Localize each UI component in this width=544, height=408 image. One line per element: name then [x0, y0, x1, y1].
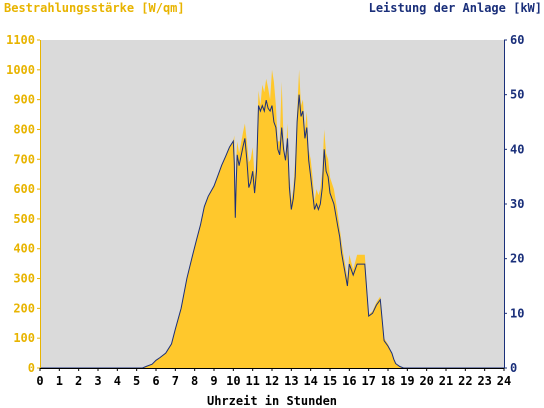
power-line [40, 94, 504, 369]
right-tick-label: 30 [510, 197, 524, 211]
left-tick-label: 100 [13, 331, 35, 345]
left-tick-label: 1000 [6, 63, 35, 77]
x-tick-label: 2 [75, 374, 82, 388]
left-axis-title: Bestrahlungsstärke [W/qm] [4, 1, 185, 15]
right-tick-label: 10 [510, 306, 524, 320]
irradiance-area [40, 69, 504, 369]
left-tick-label: 0 [28, 361, 35, 375]
left-tick-label: 1100 [6, 33, 35, 47]
x-tick-label: 20 [419, 374, 433, 388]
x-tick-label: 6 [152, 374, 159, 388]
x-tick-label: 16 [342, 374, 356, 388]
x-tick-label: 18 [381, 374, 395, 388]
left-tick-label: 400 [13, 242, 35, 256]
x-tick-label: 22 [458, 374, 472, 388]
x-tick-label: 23 [477, 374, 491, 388]
right-tick-label: 60 [510, 33, 524, 47]
left-tick-label: 500 [13, 212, 35, 226]
x-tick-label: 21 [439, 374, 453, 388]
left-tick-label: 900 [13, 93, 35, 107]
left-tick-label: 300 [13, 272, 35, 286]
x-tick-label: 9 [210, 374, 217, 388]
left-tick-label: 600 [13, 182, 35, 196]
x-axis-title: Uhrzeit in Stunden [206, 394, 338, 408]
left-tick-label: 200 [13, 301, 35, 315]
x-tick-label: 0 [36, 374, 43, 388]
right-tick-label: 20 [510, 252, 524, 266]
x-axis-ticks: 0 1 2 3 4 5 6 7 8 9 10 11 12 13 14 15 16 17 18 19 20 21 22 23 24 [36, 368, 511, 388]
x-tick-label: 24 [497, 374, 511, 388]
x-tick-label: 17 [361, 374, 375, 388]
x-tick-label: 3 [94, 374, 101, 388]
x-tick-label: 11 [245, 374, 259, 388]
x-tick-label: 13 [284, 374, 298, 388]
x-tick-label: 7 [172, 374, 179, 388]
x-tick-label: 1 [56, 374, 63, 388]
x-tick-label: 19 [400, 374, 414, 388]
x-tick-label: 10 [226, 374, 240, 388]
left-tick-label: 800 [13, 122, 35, 136]
right-axis-title: Leistung der Anlage [kW] [368, 1, 542, 15]
right-tick-label: 50 [510, 88, 524, 102]
x-tick-label: 14 [303, 374, 317, 388]
x-tick-label: 4 [114, 374, 121, 388]
left-tick-label: 700 [13, 152, 35, 166]
left-axis-ticks: 0 100 200 300 400 500 600 700 800 900 1000 1100 [6, 33, 40, 375]
right-tick-label: 0 [510, 361, 517, 375]
x-tick-label: 12 [265, 374, 279, 388]
x-tick-label: 8 [191, 374, 198, 388]
right-tick-label: 40 [510, 142, 524, 156]
x-tick-label: 5 [133, 374, 140, 388]
right-axis-ticks: 0 10 20 30 40 50 60 [504, 33, 524, 375]
x-tick-label: 15 [323, 374, 337, 388]
